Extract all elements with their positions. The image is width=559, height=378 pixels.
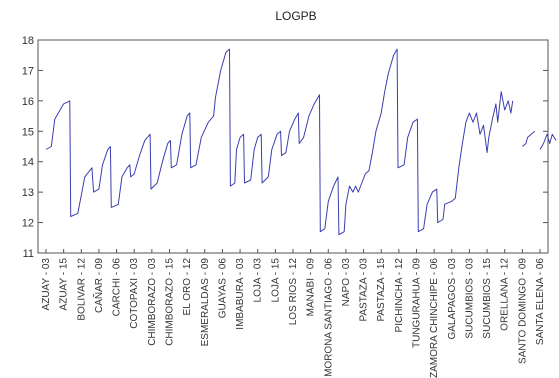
- x-tick-label: SUCUMBIOS - 03: [464, 258, 475, 339]
- x-tick-label: NAPO - 03: [341, 258, 352, 307]
- y-tick-label: 14: [22, 157, 34, 169]
- y-tick-label: 18: [22, 35, 34, 47]
- x-tick-label: LOJA - 03: [253, 258, 264, 303]
- x-tick-label: SANTO DOMINGO - 09: [517, 258, 528, 364]
- x-tick-label: PICHINCHA - 12: [394, 258, 405, 333]
- x-tick-label: AZUAY - 03: [41, 258, 52, 311]
- series-lines: [45, 48, 557, 236]
- x-tick-label: GALAPAGOS - 03: [447, 258, 458, 340]
- y-tick-label: 11: [23, 248, 34, 260]
- x-tick-label: CHIMBORAZO - 03: [147, 258, 158, 346]
- x-tick-label: LOJA - 15: [270, 258, 281, 303]
- y-axis: 11 12 13 14 15 16 17 18: [22, 35, 548, 260]
- x-tick-label: SANTA ELENA - 06: [535, 258, 546, 346]
- x-tick-label: CARCHI - 06: [112, 258, 123, 317]
- y-tick-label: 17: [22, 65, 34, 77]
- plot-frame: [37, 39, 549, 254]
- x-tick-label: ESMERALDAS - 09: [200, 258, 211, 347]
- series-line: [45, 48, 514, 236]
- x-tick-label: EL ORO - 12: [182, 258, 193, 316]
- x-tick-label: BOLIVAR - 12: [76, 258, 87, 321]
- x-tick-label: COTOPAXI - 03: [129, 258, 140, 329]
- x-tick-label: CAÑAR - 09: [92, 258, 105, 313]
- x-tick-label: MANABI - 09: [306, 258, 317, 317]
- y-tick-label: 13: [22, 187, 34, 199]
- x-tick-label: LOS RIOS - 12: [288, 258, 299, 326]
- x-tick-label: GUAYAS - 06: [217, 258, 228, 319]
- x-tick-label: PASTAZA - 03: [359, 258, 370, 322]
- x-tick-label: ZAMORA CHINCHIPE - 06: [429, 258, 440, 378]
- series-line: [522, 130, 536, 147]
- x-tick-label: SUCUMBIOS - 15: [482, 258, 493, 339]
- chart-title: LOGPB: [275, 9, 316, 23]
- y-tick-label: 15: [22, 126, 34, 138]
- x-tick-label: IMBABURA - 03: [235, 258, 246, 330]
- x-tick-label: ORELLANA - 12: [500, 258, 511, 331]
- y-tick-label: 12: [22, 218, 34, 230]
- x-tick-label: TUNGURAHUA - 09: [412, 258, 423, 348]
- y-tick-label: 16: [22, 96, 34, 108]
- x-tick-label: CHIMBORAZO - 15: [165, 258, 176, 346]
- x-axis: AZUAY - 03 AZUAY - 15 BOLIVAR - 12 CAÑAR - …: [41, 249, 546, 378]
- x-tick-label: MORONA SANTIAGO - 06: [323, 258, 334, 377]
- x-tick-label: PASTAZA - 15: [376, 258, 387, 322]
- x-tick-label: AZUAY - 15: [59, 258, 70, 311]
